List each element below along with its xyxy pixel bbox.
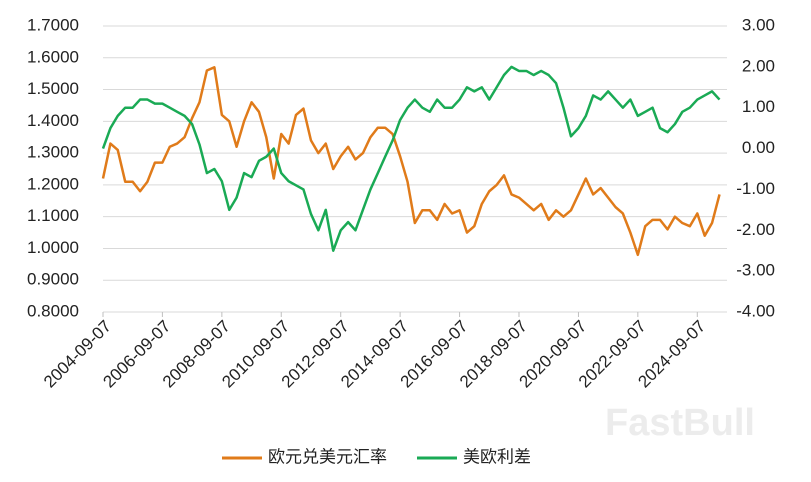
legend-label: 美欧利差 <box>463 447 531 466</box>
y-tick-label: 1.2000 <box>27 174 79 193</box>
y-tick-label: 0.9000 <box>27 270 79 289</box>
y2-tick-label: -1.00 <box>736 179 775 198</box>
y2-tick-label: -4.00 <box>736 301 775 320</box>
y2-tick-label: 2.00 <box>742 56 775 75</box>
y-tick-label: 1.1000 <box>27 206 79 225</box>
y2-tick-label: -2.00 <box>736 220 775 239</box>
watermark: FastBull <box>605 402 755 444</box>
legend-label: 欧元兑美元汇率 <box>268 447 387 466</box>
y-tick-label: 1.0000 <box>27 238 79 257</box>
y2-tick-label: 0.00 <box>742 138 775 157</box>
y-tick-label: 1.7000 <box>27 15 79 34</box>
y-tick-label: 1.6000 <box>27 47 79 66</box>
y-tick-label: 1.5000 <box>27 79 79 98</box>
series-line <box>101 65 721 252</box>
y-tick-label: 0.8000 <box>27 301 79 320</box>
y-tick-label: 1.3000 <box>27 143 79 162</box>
y2-tick-label: -3.00 <box>736 261 775 280</box>
series-line <box>101 66 721 257</box>
y2-tick-label: 3.00 <box>742 15 775 34</box>
y-tick-label: 1.4000 <box>27 111 79 130</box>
y2-tick-label: 1.00 <box>742 97 775 116</box>
